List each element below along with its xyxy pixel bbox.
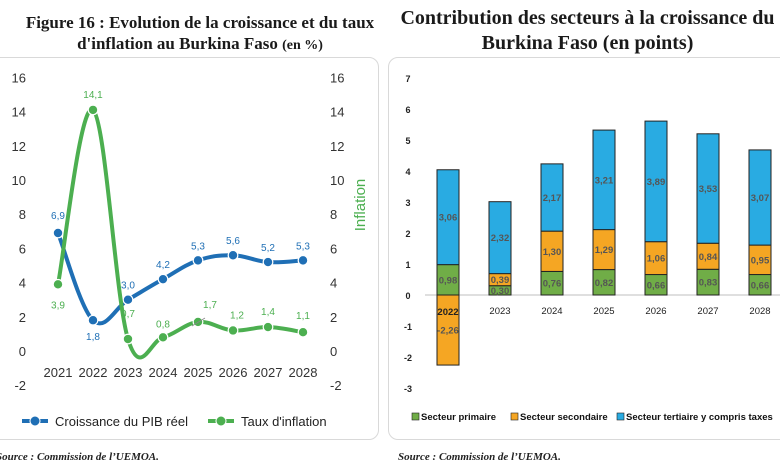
growth-data-label: 5,6	[226, 236, 240, 247]
legend-inflation-marker	[215, 415, 227, 427]
y2-axis-tick-label: 6	[330, 241, 337, 256]
growth-point	[297, 254, 309, 266]
growth-inflation-line-chart: -2 -2 0 0 2 2 4 4 6 6 8 8 10 10 12 12 14 14 16 16 2021 2022 20…	[0, 70, 369, 429]
growth-point	[157, 273, 169, 285]
y-axis-tick-label: 6	[19, 241, 26, 256]
inflation-data-label: 1,4	[261, 307, 275, 318]
right-chart-frame	[388, 57, 780, 440]
inflation-point	[52, 278, 64, 290]
y-axis-tick-label: 12	[12, 139, 26, 154]
inflation-data-label: 1,2	[230, 310, 244, 321]
y-axis-tick-label: 16	[12, 70, 26, 85]
legend-growth-marker	[29, 415, 41, 427]
y-axis-tick-label: 0	[19, 344, 26, 359]
y2-axis-tick-label: 8	[330, 207, 337, 222]
growth-data-label: 5,3	[296, 241, 310, 252]
x-axis-tick-label: 2021	[44, 365, 73, 380]
growth-data-label: 3,0	[121, 281, 135, 292]
growth-data-label: 6,9	[51, 211, 65, 222]
growth-point	[192, 254, 204, 266]
y2-axis-tick-label: 12	[330, 139, 344, 154]
left-chart-title-unit: (en %)	[282, 38, 323, 53]
inflation-data-label: 0,7	[121, 309, 135, 320]
x-axis-tick-label: 2024	[149, 365, 178, 380]
y2-axis-tick-label: 4	[330, 276, 337, 291]
inflation-point	[87, 104, 99, 116]
y-axis-tick-label: -2	[14, 378, 26, 393]
y-axis-tick-label: 14	[12, 105, 26, 120]
y2-axis-tick-label: 10	[330, 173, 344, 188]
y-axis-tick-label: 8	[19, 207, 26, 222]
growth-point	[52, 227, 64, 239]
y-axis-label: Croissance	[0, 197, 2, 272]
inflation-point	[262, 321, 274, 333]
legend-inflation-label: Taux d'inflation	[241, 414, 327, 429]
y2-axis-tick-label: -2	[330, 378, 342, 393]
inflation-point	[122, 333, 134, 345]
inflation-data-label: 1,7	[203, 300, 217, 311]
x-axis-tick-label: 2023	[114, 365, 143, 380]
inflation-data-label: 3,9	[51, 300, 65, 311]
y2-axis-label: Inflation	[352, 179, 369, 232]
growth-point	[122, 294, 134, 306]
y-axis-tick-label: 4	[19, 276, 26, 291]
inflation-point	[157, 331, 169, 343]
growth-point	[227, 249, 239, 261]
x-axis-tick-label: 2026	[219, 365, 248, 380]
growth-data-label: 5,2	[261, 243, 275, 254]
y2-axis-tick-label: 14	[330, 105, 344, 120]
inflation-label-leader	[191, 317, 206, 327]
y-axis-tick-label: 10	[12, 173, 26, 188]
right-chart-title: Contribution des secteurs à la croissanc…	[400, 7, 775, 54]
y2-axis-tick-label: 0	[330, 344, 337, 359]
right-source-note: Source : Commission de l’UEMOA.	[398, 451, 561, 463]
x-axis-tick-label: 2025	[184, 365, 213, 380]
legend-growth-label: Croissance du PIB réel	[55, 414, 188, 429]
y2-axis-tick-label: 16	[330, 70, 344, 85]
inflation-data-label: 0,8	[156, 319, 170, 330]
growth-data-label: 5,3	[191, 241, 205, 252]
growth-point	[262, 256, 274, 268]
x-axis-tick-label: 2022	[79, 365, 108, 380]
left-source-note: Source : Commission de l’UEMOA.	[0, 451, 159, 463]
inflation-point	[227, 325, 239, 336]
x-axis-tick-label: 2028	[289, 365, 318, 380]
growth-data-label: 1,8	[86, 332, 100, 343]
growth-data-label: 4,2	[156, 260, 170, 271]
inflation-data-label: 1,1	[296, 311, 310, 322]
growth-point	[87, 314, 99, 326]
inflation-data-label: 14,1	[83, 90, 103, 101]
x-axis-tick-label: 2027	[254, 365, 283, 380]
left-chart-title: Figure 16 : Evolution de la croissance e…	[0, 12, 400, 56]
y2-axis-tick-label: 2	[330, 310, 337, 325]
left-chart-title-main: Figure 16 : Evolution de la croissance e…	[25, 13, 375, 53]
y-axis-tick-label: 2	[19, 310, 26, 325]
inflation-point	[297, 326, 309, 338]
